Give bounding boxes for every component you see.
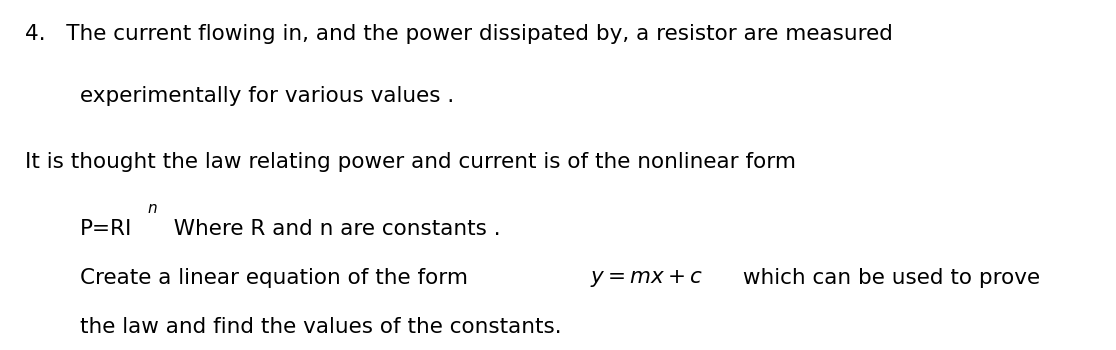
Text: Where R and n are constants .: Where R and n are constants . <box>161 219 501 239</box>
Text: $y = mx + c$: $y = mx + c$ <box>590 268 703 289</box>
Text: P=RI: P=RI <box>80 219 133 239</box>
Text: It is thought the law relating power and current is of the nonlinear form: It is thought the law relating power and… <box>25 152 796 172</box>
Text: n: n <box>148 201 157 216</box>
Text: which can be used to prove: which can be used to prove <box>735 268 1040 288</box>
Text: 4.   The current flowing in, and the power dissipated by, a resistor are measure: 4. The current flowing in, and the power… <box>25 25 893 44</box>
Text: Create a linear equation of the form: Create a linear equation of the form <box>80 268 475 288</box>
Text: experimentally for various values .: experimentally for various values . <box>80 86 454 106</box>
Text: the law and find the values of the constants.: the law and find the values of the const… <box>80 317 562 337</box>
